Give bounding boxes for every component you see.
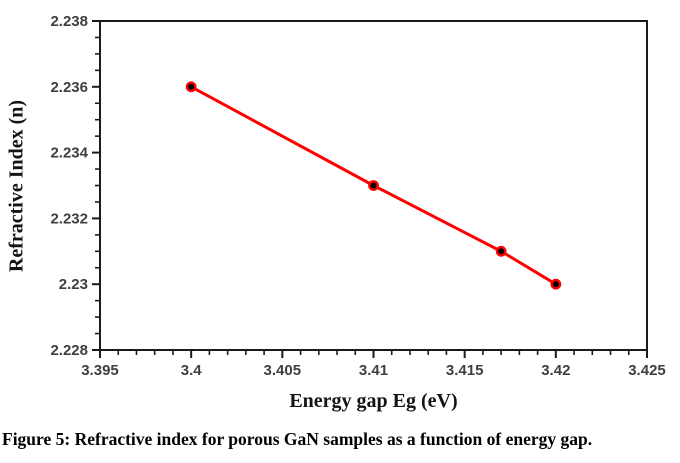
x-axis-title: Energy gap Eg (eV) bbox=[289, 390, 458, 412]
data-point-marker bbox=[368, 180, 379, 191]
data-point-marker bbox=[550, 278, 562, 290]
x-tick-label: 3.41 bbox=[359, 362, 388, 379]
y-tick-label: 2.228 bbox=[50, 342, 88, 359]
y-axis-title: Refractive Index (n) bbox=[5, 99, 28, 273]
x-tick-label: 3.405 bbox=[264, 362, 302, 379]
y-tick-label: 2.236 bbox=[50, 79, 88, 96]
figure-caption: Figure 5: Refractive index for porous Ga… bbox=[2, 429, 593, 449]
x-tick-label: 3.415 bbox=[446, 362, 484, 379]
x-tick-label: 3.42 bbox=[541, 362, 570, 379]
y-tick-label: 2.238 bbox=[50, 13, 88, 30]
y-tick-label: 2.232 bbox=[50, 210, 88, 227]
y-tick-label: 2.234 bbox=[50, 145, 88, 162]
x-tick-label: 3.425 bbox=[628, 362, 666, 379]
x-tick-label: 3.4 bbox=[181, 362, 203, 379]
data-line bbox=[189, 85, 558, 286]
data-point-marker bbox=[495, 245, 507, 257]
chart-canvas: 3.395 3.4 3.405 3.41 3.415 3.42 3.425 2.238 2.23… bbox=[50, 13, 666, 379]
data-point-marker bbox=[185, 81, 197, 93]
y-tick-label: 2.23 bbox=[59, 276, 88, 293]
x-tick-label: 3.395 bbox=[81, 362, 119, 379]
